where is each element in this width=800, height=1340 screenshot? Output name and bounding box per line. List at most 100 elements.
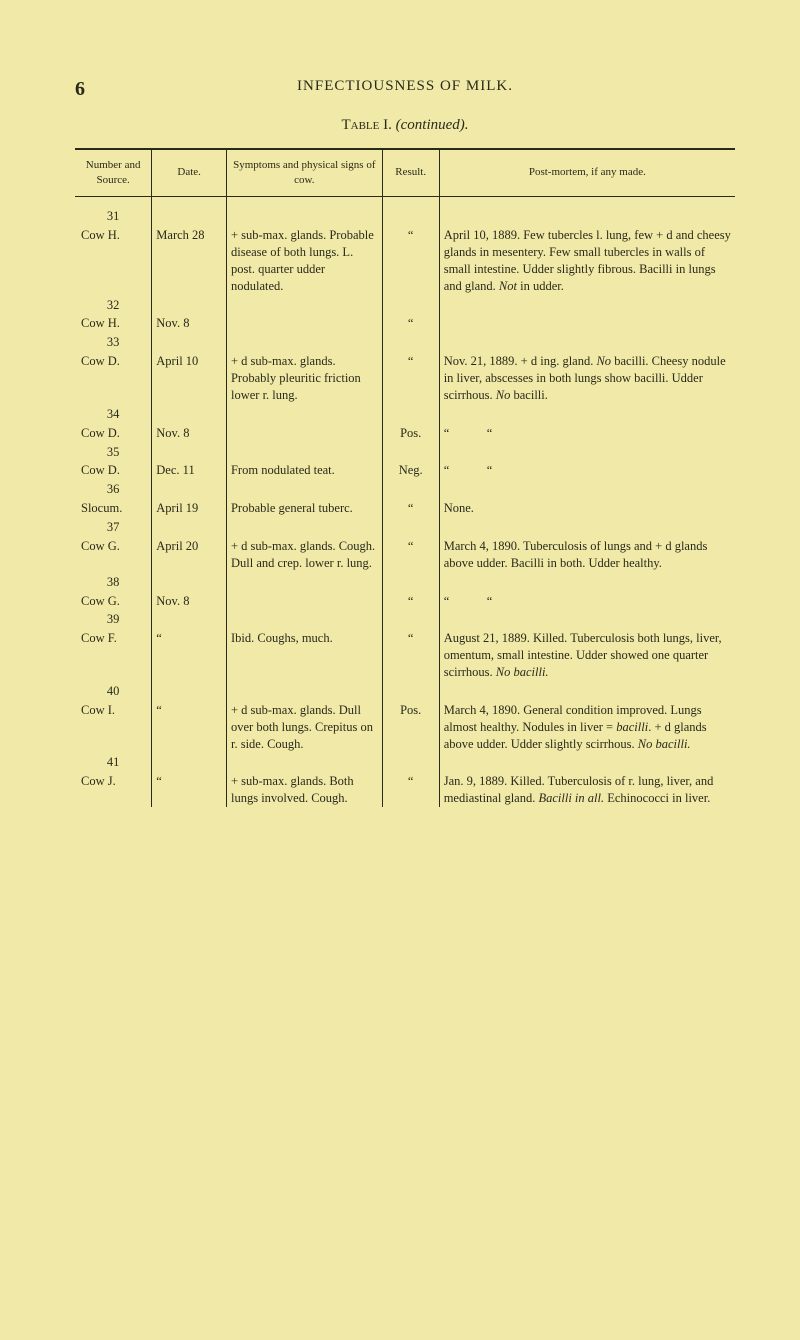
- cell-empty: [152, 752, 227, 771]
- cell-source: Cow D.: [75, 351, 152, 404]
- cell-postmortem: March 4, 1890. Tuberculosis of lungs and…: [439, 536, 735, 572]
- cell-symptoms: + d sub-max. glands. Probably pleuritic …: [226, 351, 382, 404]
- cell-empty: [152, 517, 227, 536]
- cell-empty: [152, 332, 227, 351]
- cell-date: “: [152, 628, 227, 681]
- table-body: 31Cow H.March 28+ sub-max. glands. Proba…: [75, 196, 735, 807]
- cell-result: Pos.: [382, 423, 439, 442]
- data-table: Number and Source. Date. Symptoms and ph…: [75, 148, 735, 807]
- cell-result: “: [382, 313, 439, 332]
- col-header-symptoms: Symptoms and physical signs of cow.: [226, 149, 382, 196]
- cell-empty: [382, 517, 439, 536]
- cell-empty: [226, 517, 382, 536]
- table-caption-main: Table I.: [341, 117, 391, 133]
- cell-source: Cow I.: [75, 700, 152, 753]
- table-row: Cow H.Nov. 8“: [75, 313, 735, 332]
- cell-source: Cow H.: [75, 313, 152, 332]
- cell-empty: [439, 517, 735, 536]
- table-row: Cow D.Dec. 11From nodulated teat.Neg.“ “: [75, 460, 735, 479]
- cell-postmortem: None.: [439, 498, 735, 517]
- cell-date: Dec. 11: [152, 460, 227, 479]
- cell-number: 33: [75, 332, 152, 351]
- cell-date: April 19: [152, 498, 227, 517]
- cell-number: 39: [75, 609, 152, 628]
- cell-empty: [382, 572, 439, 591]
- table-row: Cow H.March 28+ sub-max. glands. Probabl…: [75, 225, 735, 295]
- table-row: 40: [75, 681, 735, 700]
- cell-empty: [226, 295, 382, 314]
- cell-date: Nov. 8: [152, 423, 227, 442]
- cell-result: “: [382, 771, 439, 807]
- cell-postmortem: Nov. 21, 1889. + d ing. gland. No bacill…: [439, 351, 735, 404]
- cell-source: Cow D.: [75, 460, 152, 479]
- table-row: 34: [75, 404, 735, 423]
- cell-number: 37: [75, 517, 152, 536]
- cell-empty: [152, 206, 227, 225]
- cell-source: Cow D.: [75, 423, 152, 442]
- cell-result: “: [382, 498, 439, 517]
- table-row: 32: [75, 295, 735, 314]
- table-caption: Table I. (continued).: [75, 117, 735, 134]
- cell-empty: [152, 442, 227, 461]
- cell-number: 34: [75, 404, 152, 423]
- cell-result: “: [382, 225, 439, 295]
- cell-empty: [226, 752, 382, 771]
- cell-empty: [439, 572, 735, 591]
- cell-empty: [226, 572, 382, 591]
- cell-empty: [152, 295, 227, 314]
- cell-empty: [382, 442, 439, 461]
- cell-empty: [382, 206, 439, 225]
- table-row: 33: [75, 332, 735, 351]
- cell-date: Nov. 8: [152, 591, 227, 610]
- cell-empty: [152, 681, 227, 700]
- cell-result: Neg.: [382, 460, 439, 479]
- cell-number: 32: [75, 295, 152, 314]
- col-header-num-source: Number and Source.: [75, 149, 152, 196]
- page-number: 6: [75, 78, 85, 101]
- cell-number: 35: [75, 442, 152, 461]
- cell-postmortem: March 4, 1890. General condition improve…: [439, 700, 735, 753]
- cell-empty: [382, 609, 439, 628]
- cell-empty: [226, 206, 382, 225]
- cell-empty: [152, 609, 227, 628]
- table-row: 36: [75, 479, 735, 498]
- cell-source: Slocum.: [75, 498, 152, 517]
- cell-empty: [226, 404, 382, 423]
- cell-number: 38: [75, 572, 152, 591]
- cell-empty: [382, 404, 439, 423]
- table-row: 31: [75, 206, 735, 225]
- cell-postmortem: “ “: [439, 591, 735, 610]
- table-row: Cow D.Nov. 8Pos.“ “: [75, 423, 735, 442]
- cell-result: “: [382, 591, 439, 610]
- table-row: Cow D.April 10+ d sub-max. glands. Proba…: [75, 351, 735, 404]
- cell-symptoms: [226, 591, 382, 610]
- cell-empty: [226, 332, 382, 351]
- cell-number: 41: [75, 752, 152, 771]
- table-row: Cow J.“+ sub-max. glands. Both lungs inv…: [75, 771, 735, 807]
- cell-empty: [152, 479, 227, 498]
- cell-empty: [226, 479, 382, 498]
- cell-symptoms: Probable general tuberc.: [226, 498, 382, 517]
- cell-date: April 10: [152, 351, 227, 404]
- table-row: 38: [75, 572, 735, 591]
- cell-empty: [439, 681, 735, 700]
- cell-date: April 20: [152, 536, 227, 572]
- cell-symptoms: + sub-max. glands. Probable disease of b…: [226, 225, 382, 295]
- cell-date: March 28: [152, 225, 227, 295]
- cell-empty: [439, 609, 735, 628]
- cell-postmortem: Jan. 9, 1889. Killed. Tuberculosis of r.…: [439, 771, 735, 807]
- cell-postmortem: August 21, 1889. Killed. Tuberculosis bo…: [439, 628, 735, 681]
- cell-symptoms: + sub-max. glands. Both lungs involved. …: [226, 771, 382, 807]
- cell-source: Cow G.: [75, 536, 152, 572]
- table-row: 35: [75, 442, 735, 461]
- cell-postmortem: “ “: [439, 460, 735, 479]
- cell-source: Cow F.: [75, 628, 152, 681]
- cell-empty: [439, 206, 735, 225]
- cell-symptoms: From nodulated teat.: [226, 460, 382, 479]
- cell-empty: [439, 332, 735, 351]
- table-row: Cow G.April 20+ d sub-max. glands. Cough…: [75, 536, 735, 572]
- cell-empty: [152, 404, 227, 423]
- cell-result: Pos.: [382, 700, 439, 753]
- cell-number: 40: [75, 681, 152, 700]
- cell-result: “: [382, 536, 439, 572]
